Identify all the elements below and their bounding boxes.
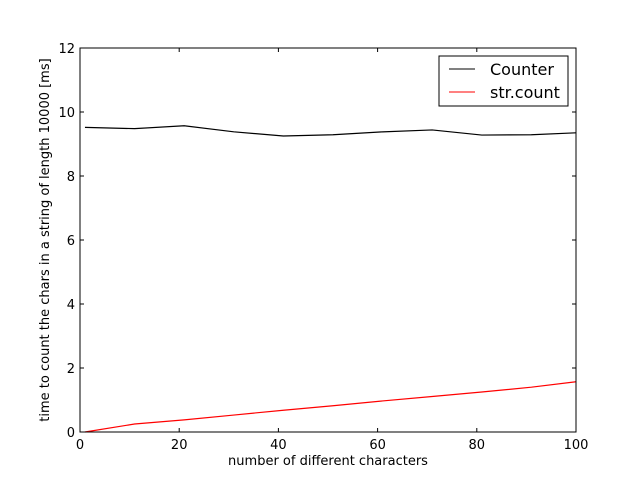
y-axis-label: time to count the chars in a string of l… [38, 58, 53, 421]
y-tick-label: 2 [67, 362, 75, 377]
y-tick-label: 8 [67, 170, 75, 185]
series-line-counter [84, 125, 577, 137]
series-lines [84, 125, 577, 433]
legend-label-str-count: str.count [490, 83, 560, 102]
x-tick-label: 100 [564, 438, 589, 453]
y-tick-label: 6 [67, 234, 75, 249]
y-tick-label: 0 [67, 426, 75, 441]
legend: Counter str.count [438, 55, 569, 107]
x-tick-label: 40 [270, 438, 287, 453]
y-tick-label: 4 [67, 298, 75, 313]
x-tick-label: 80 [469, 438, 486, 453]
tick-labels: 0 20 40 60 80 100 0 2 4 6 8 10 12 [58, 42, 588, 453]
legend-label-counter: Counter [490, 60, 554, 79]
x-axis-label: number of different characters [228, 454, 428, 469]
x-tick-label: 60 [369, 438, 386, 453]
legend-frame [438, 55, 569, 107]
y-tick-label: 10 [58, 106, 75, 121]
series-line-str-count [84, 381, 577, 433]
x-tick-label: 20 [171, 438, 188, 453]
y-tick-label: 12 [58, 42, 75, 57]
plot-area-frame [79, 47, 577, 433]
x-tick-label: 0 [76, 438, 84, 453]
